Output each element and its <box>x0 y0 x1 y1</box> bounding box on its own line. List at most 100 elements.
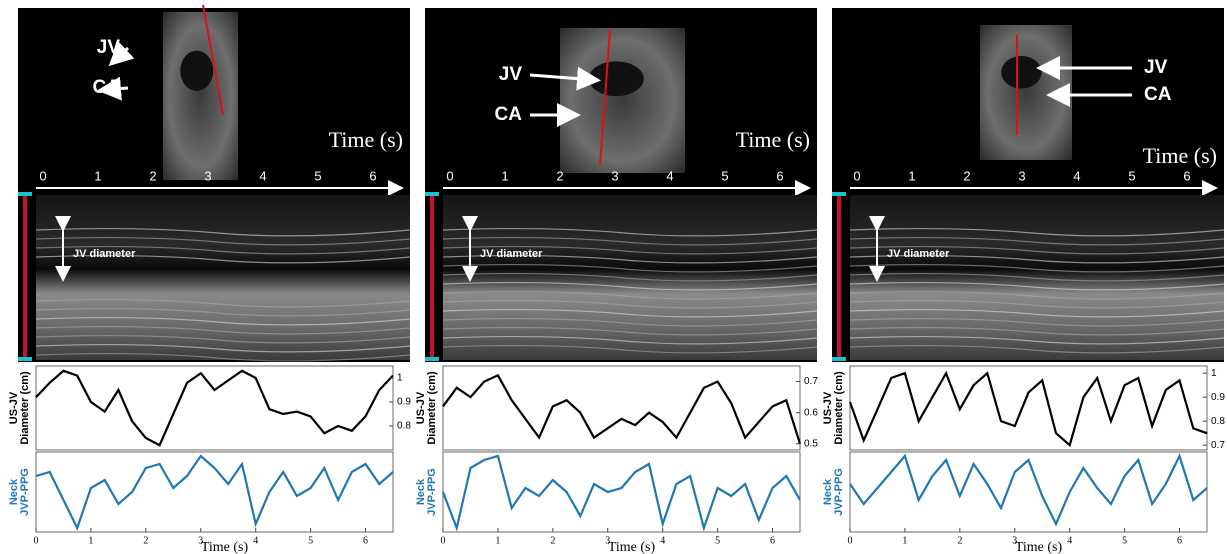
time-tick-label: 2 <box>149 168 156 183</box>
time-tick-label: 0 <box>39 168 46 183</box>
x-tick-label: 2 <box>957 535 962 546</box>
time-tick-label: 3 <box>204 168 211 183</box>
x-tick-label: 4 <box>253 535 258 546</box>
ultrasound-image <box>163 12 238 180</box>
y-axis-label: Diameter (cm) <box>19 371 31 445</box>
depth-bar <box>837 195 841 358</box>
time-tick-label: 3 <box>611 168 618 183</box>
time-tick-label: 4 <box>259 168 266 183</box>
time-tick-label: 2 <box>963 168 970 183</box>
time-tick-label: 4 <box>1073 168 1080 183</box>
y-tick-label: 0.9 <box>397 397 411 408</box>
x-tick-label: 6 <box>1177 535 1182 546</box>
x-tick-label: 5 <box>1122 535 1127 546</box>
time-tick-label: 5 <box>314 168 321 183</box>
depth-cap <box>18 357 32 361</box>
structure-label: CA <box>1144 84 1172 105</box>
chart: 0.70.80.91US-JVDiameter (cm) <box>822 366 1225 451</box>
x-tick-label: 6 <box>363 535 368 546</box>
page: {"panels": [ {"labels": ["JV", "CA"], "t… <box>0 0 1227 554</box>
x-tick-label: 2 <box>143 535 148 546</box>
time-tick-label: 6 <box>369 168 376 183</box>
plot-frame <box>443 452 800 532</box>
annotation: JV diameter <box>480 248 543 260</box>
x-tick-label: 5 <box>715 535 720 546</box>
y-tick-label: 0.6 <box>804 407 818 418</box>
structure-label: JV <box>97 37 121 58</box>
time-tick-label: 0 <box>446 168 453 183</box>
y-tick-label: 1 <box>397 373 403 384</box>
depth-cap <box>18 192 32 196</box>
y-axis-label: JVP-PPG <box>833 468 845 516</box>
depth-cap <box>832 357 846 361</box>
panel: JV CA Time (s) 0 1 2 3 4 5 6 JV diameter <box>832 8 1224 362</box>
ultrasound-image <box>980 25 1072 160</box>
depth-bar <box>430 195 434 358</box>
y-tick-label: 0.9 <box>1211 392 1225 403</box>
panel: JVCATime (s)0123456JV diameter <box>18 5 410 362</box>
time-tick-label: 3 <box>1018 168 1025 183</box>
plot-frame <box>850 452 1207 532</box>
structure-label: CA <box>93 77 121 98</box>
time-label: Time (s) <box>329 127 403 152</box>
time-tick-label: 1 <box>501 168 508 183</box>
figure: JV CA Time (s) 0 1 2 3 4 5 6 JV diameter JV CA Time (… <box>0 0 1227 554</box>
plot-frame <box>850 366 1207 450</box>
y-tick-label: 1 <box>1211 368 1217 379</box>
y-tick-label: 0.7 <box>1211 440 1225 451</box>
vessel <box>180 51 213 91</box>
y-axis-label: Diameter (cm) <box>426 371 438 445</box>
x-tick-label: 4 <box>660 535 665 546</box>
structure-label: CA <box>495 104 523 125</box>
structure-label: JV <box>499 64 523 85</box>
plot-frame <box>36 366 393 450</box>
chart: 0.50.60.7US-JVDiameter (cm) <box>415 366 818 450</box>
depth-cap <box>425 357 439 361</box>
y-tick-label: 0.7 <box>804 376 818 387</box>
x-tick-label: 0 <box>34 535 39 546</box>
y-tick-label: 0.8 <box>397 421 411 432</box>
depth-cap <box>425 192 439 196</box>
x-tick-label: 1 <box>88 535 93 546</box>
chart: 0.80.91US-JVDiameter (cm) <box>8 366 411 450</box>
y-axis-label: JVP-PPG <box>19 468 31 516</box>
time-tick-label: 1 <box>908 168 915 183</box>
annotation: JV diameter <box>887 248 950 260</box>
x-tick-label: 0 <box>441 535 446 546</box>
x-tick-label: 6 <box>770 535 775 546</box>
vessel <box>1001 56 1041 88</box>
x-tick-label: 5 <box>308 535 313 546</box>
x-axis-label: Time (s) <box>608 540 656 554</box>
time-tick-label: 4 <box>666 168 673 183</box>
x-tick-label: 0 <box>848 535 853 546</box>
x-axis-label: Time (s) <box>1015 540 1063 554</box>
y-tick-label: 0.5 <box>804 438 818 449</box>
structure-label: JV <box>1144 57 1168 78</box>
depth-bar <box>23 195 27 358</box>
x-tick-label: 1 <box>495 535 500 546</box>
x-tick-label: 4 <box>1067 535 1072 546</box>
x-axis-label: Time (s) <box>201 540 249 554</box>
y-axis-label: JVP-PPG <box>426 468 438 516</box>
time-tick-label: 5 <box>721 168 728 183</box>
y-axis-label: Diameter (cm) <box>833 371 845 445</box>
time-tick-label: 6 <box>1183 168 1190 183</box>
m-mode-image <box>850 195 1224 360</box>
time-tick-label: 2 <box>556 168 563 183</box>
time-label: Time (s) <box>736 127 810 152</box>
vessel <box>589 61 644 96</box>
time-label: Time (s) <box>1143 143 1217 168</box>
x-tick-label: 2 <box>550 535 555 546</box>
time-tick-label: 5 <box>1128 168 1135 183</box>
time-tick-label: 1 <box>94 168 101 183</box>
ultrasound-image <box>560 28 685 173</box>
x-tick-label: 1 <box>902 535 907 546</box>
time-tick-label: 0 <box>853 168 860 183</box>
depth-cap <box>832 192 846 196</box>
y-tick-label: 0.8 <box>1211 416 1225 427</box>
m-mode-image <box>443 195 817 360</box>
